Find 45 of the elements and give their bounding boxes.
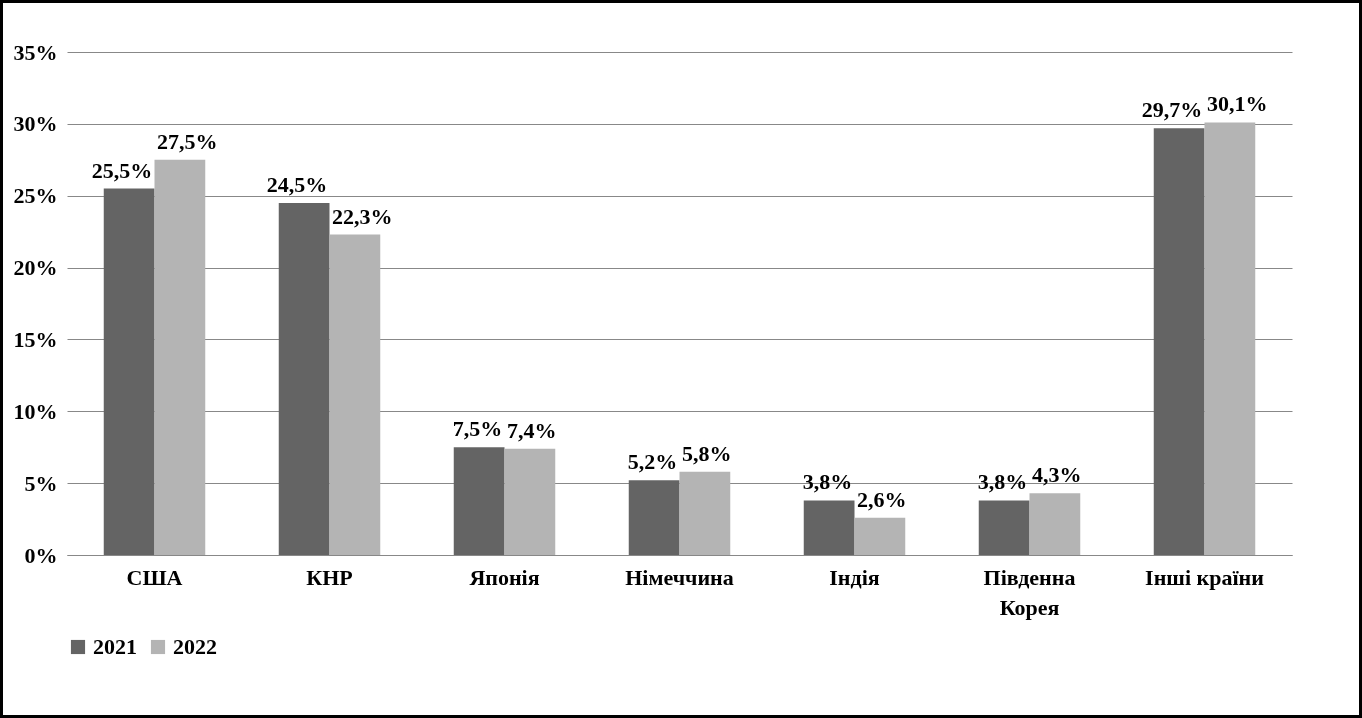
bar	[154, 159, 206, 555]
bar	[978, 500, 1030, 555]
y-tick-label: 5%	[24, 470, 58, 496]
data-label: 22,3%	[331, 203, 393, 229]
bar	[679, 471, 731, 555]
bar	[103, 188, 155, 555]
bar	[1153, 128, 1205, 555]
data-label: 5,2%	[627, 449, 678, 475]
x-tick-label: Південна Корея	[983, 564, 1076, 620]
bar	[628, 480, 680, 555]
bar	[278, 202, 330, 555]
data-label: 2,6%	[856, 486, 907, 512]
y-tick-label: 30%	[13, 111, 58, 137]
data-label: 7,5%	[452, 416, 503, 442]
y-tick-label: 25%	[13, 183, 58, 209]
data-label: 7,4%	[506, 417, 557, 443]
bar	[854, 517, 906, 555]
x-tick-label: Японія	[469, 564, 540, 590]
y-tick-label: 20%	[13, 255, 58, 281]
x-tick-label: Німеччина	[625, 564, 734, 590]
legend-label: 2021	[93, 634, 137, 659]
x-tick-label: США	[126, 564, 183, 590]
data-label: 24,5%	[266, 171, 328, 197]
data-label: 3,8%	[977, 469, 1028, 495]
bar	[329, 234, 381, 555]
y-tick-label: 10%	[13, 398, 58, 424]
y-tick-label: 15%	[13, 326, 58, 352]
bar	[1204, 122, 1256, 555]
data-label: 30,1%	[1206, 91, 1268, 117]
y-tick-label: 35%	[13, 39, 58, 65]
x-tick-label: КНР	[306, 564, 353, 590]
bar	[504, 448, 556, 555]
bar	[803, 500, 855, 555]
data-label: 25,5%	[91, 157, 153, 183]
bar	[1029, 493, 1081, 555]
data-label: 29,7%	[1141, 97, 1203, 123]
bar	[453, 447, 505, 555]
x-tick-label: Індія	[829, 564, 880, 590]
y-tick-label: 0%	[24, 542, 58, 568]
data-label: 3,8%	[802, 469, 853, 495]
data-label: 4,3%	[1031, 462, 1082, 488]
legend-label: 2022	[173, 634, 217, 659]
x-tick-label: Інші країни	[1145, 564, 1265, 590]
data-label: 27,5%	[156, 128, 218, 154]
data-label: 5,8%	[681, 440, 732, 466]
